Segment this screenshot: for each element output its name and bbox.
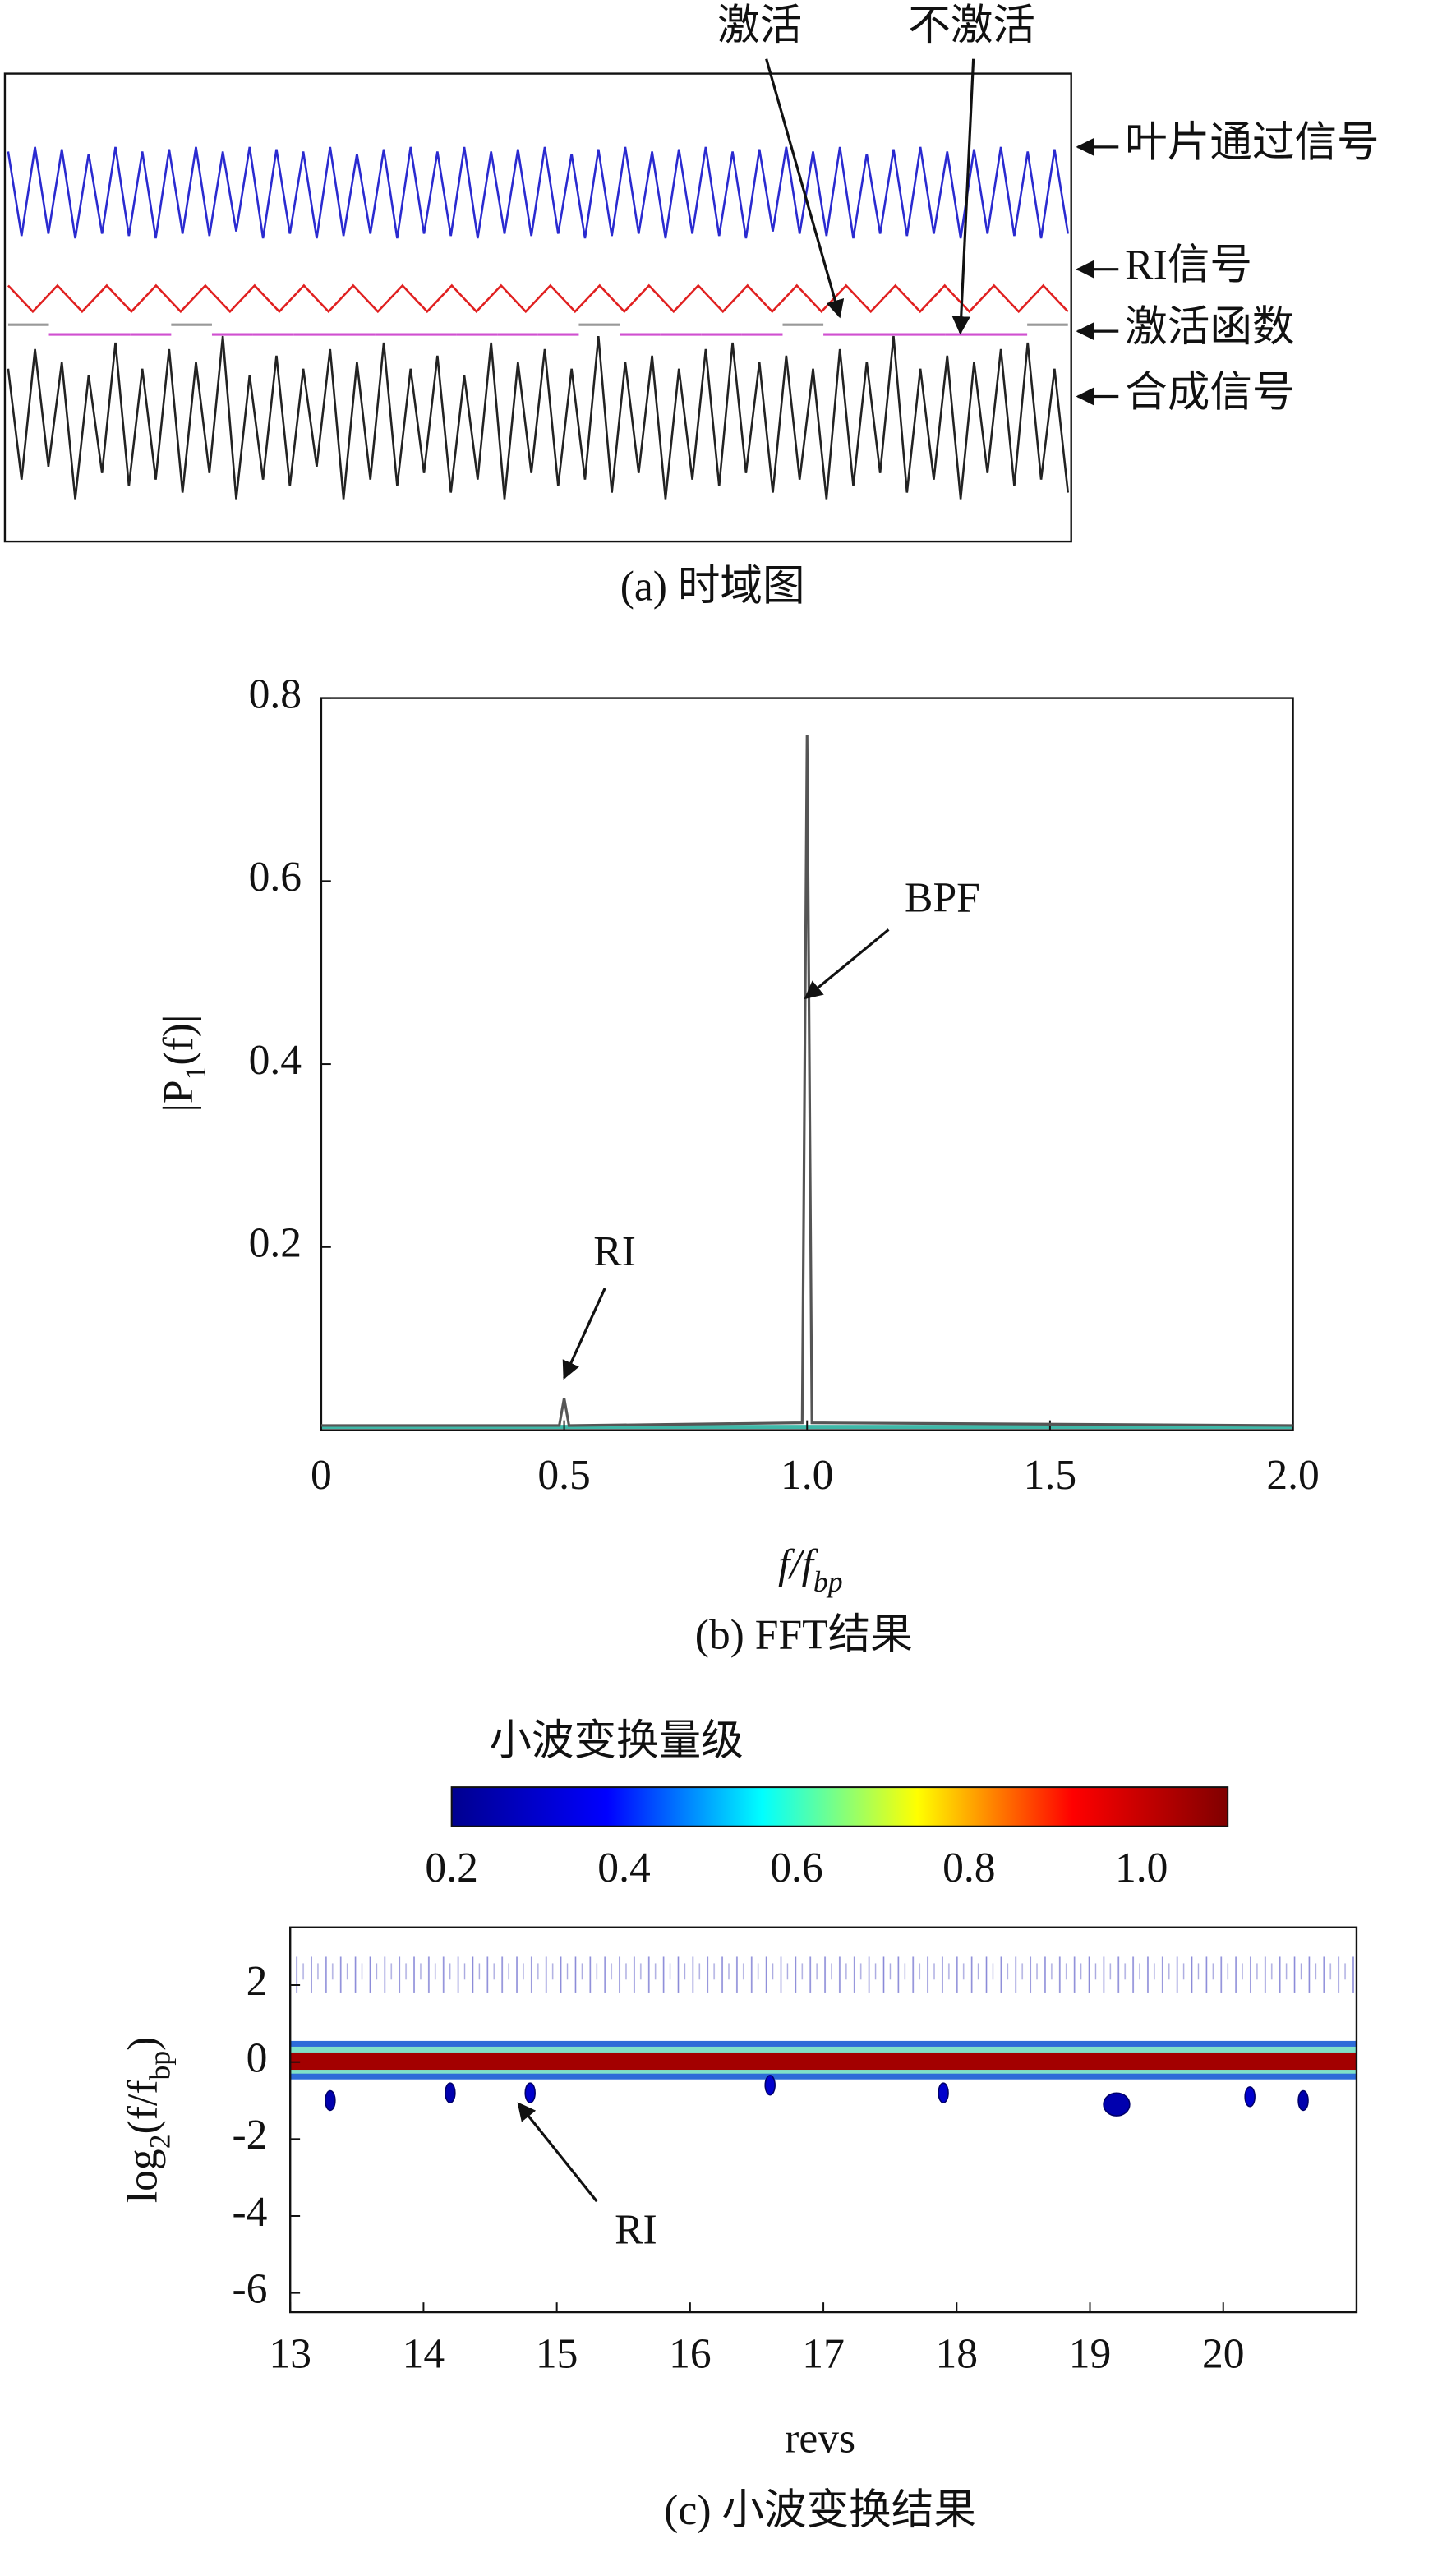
x-tick-label: 20 — [1202, 2330, 1245, 2377]
annotation: 激活 — [717, 2, 802, 49]
caption: (c) 小波变换结果 — [664, 2487, 976, 2534]
annotation: RI — [615, 2207, 657, 2254]
caption: (a) 时域图 — [620, 563, 805, 610]
legend-label: 合成信号 — [1125, 369, 1294, 416]
label-part: 2 — [144, 2134, 177, 2149]
label-part: (f)| — [155, 1015, 202, 1066]
x-tick-label: 15 — [536, 2330, 578, 2377]
y-tick-label: 0.8 — [249, 670, 302, 717]
legend-label: 激活函数 — [1125, 304, 1294, 351]
x-axis-label: revs — [785, 2416, 855, 2463]
annotation: RI — [593, 1228, 636, 1275]
x-axis-label: f/fbp — [778, 1541, 843, 1598]
y-axis-label: log2(f/fbp) — [119, 2037, 176, 2204]
ri-blob — [1103, 2092, 1131, 2117]
x-tick-label: 18 — [936, 2330, 979, 2377]
colorbar-tick-label: 0.8 — [942, 1845, 995, 1891]
x-tick-label: 1.5 — [1024, 1452, 1076, 1499]
ri-blob — [325, 2089, 336, 2112]
x-tick-label: 16 — [669, 2330, 712, 2377]
label-part: |P — [155, 1080, 202, 1112]
ri-blob — [524, 2082, 536, 2103]
y-tick-label: 0.2 — [249, 1220, 302, 1267]
label-part: log — [119, 2149, 166, 2203]
x-tick-label: 17 — [802, 2330, 845, 2377]
legend-label: 叶片通过信号 — [1125, 120, 1379, 167]
annotation: 不激活 — [908, 2, 1035, 49]
y-tick-label: -4 — [232, 2189, 267, 2236]
arrow — [804, 928, 890, 1000]
arrow — [562, 1288, 606, 1380]
arrow — [765, 58, 845, 319]
colorbar — [450, 1786, 1229, 1827]
ridge-core — [290, 2052, 1357, 2071]
label-part: bp — [144, 2051, 177, 2080]
panel-frame — [3, 72, 1072, 543]
y-tick-label: -2 — [232, 2112, 267, 2158]
x-tick-label: 13 — [269, 2330, 311, 2377]
arrow — [517, 2102, 598, 2203]
label-part: f/f — [778, 1541, 819, 1588]
label-part: bp — [813, 1565, 843, 1598]
colorbar-label: 小波变换量级 — [489, 1717, 743, 1764]
label-part: 1 — [179, 1066, 212, 1080]
signal-line — [7, 283, 1069, 314]
colorbar-tick-label: 0.2 — [425, 1845, 477, 1891]
annotation: BPF — [905, 874, 980, 921]
x-tick-label: 19 — [1069, 2330, 1112, 2377]
x-tick-label: 0.5 — [537, 1452, 590, 1499]
x-tick-label: 1.0 — [781, 1452, 833, 1499]
y-axis-label: |P1(f)| — [155, 1015, 212, 1113]
colorbar-tick-label: 0.4 — [597, 1845, 650, 1891]
signal-line — [7, 335, 1070, 500]
y-tick-label: 2 — [247, 1958, 268, 2005]
legend-label: RI信号 — [1125, 242, 1252, 289]
y-tick-label: 0 — [247, 2035, 268, 2082]
spectrum-line — [320, 735, 1293, 1427]
ri-blob — [1244, 2086, 1256, 2108]
ri-blob — [1297, 2089, 1309, 2112]
x-tick-label: 0 — [311, 1452, 332, 1499]
caption: (b) FFT结果 — [695, 1611, 913, 1658]
y-tick-label: 0.4 — [249, 1037, 302, 1084]
x-tick-label: 14 — [403, 2330, 445, 2377]
ri-blob — [938, 2082, 949, 2103]
noise-region — [292, 1928, 1355, 1995]
signal-line — [7, 146, 1070, 239]
label-part: ) — [119, 2037, 166, 2051]
colorbar-tick-label: 1.0 — [1115, 1845, 1168, 1891]
y-tick-label: -6 — [232, 2265, 267, 2312]
arrow — [951, 58, 975, 335]
ri-blob — [445, 2082, 456, 2103]
y-tick-label: 0.6 — [249, 854, 302, 901]
x-tick-label: 2.0 — [1266, 1452, 1319, 1499]
label-part: (f/f — [119, 2080, 166, 2135]
colorbar-tick-label: 0.6 — [770, 1845, 822, 1891]
ri-blob — [764, 2075, 776, 2096]
